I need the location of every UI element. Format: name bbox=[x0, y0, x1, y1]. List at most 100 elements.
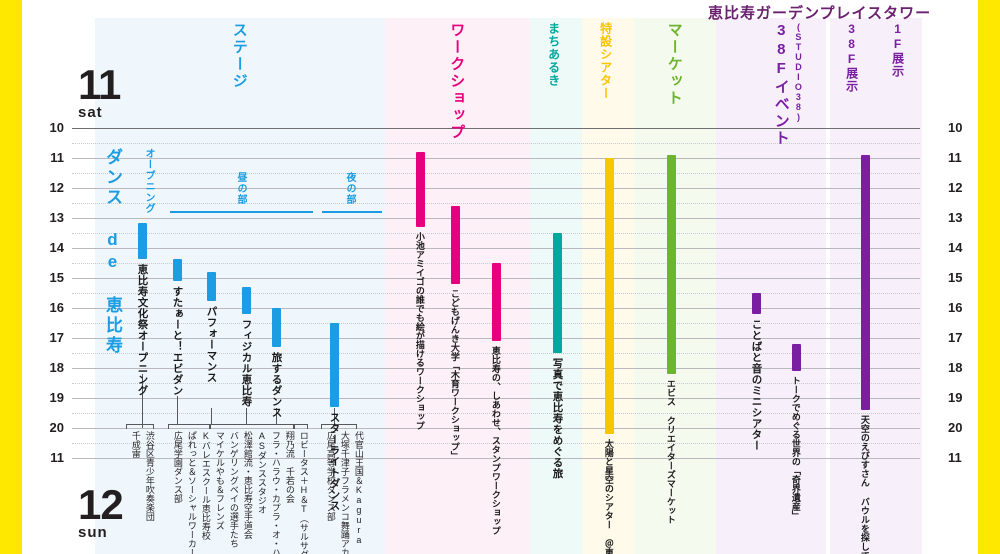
gridline-10.5 bbox=[72, 143, 920, 144]
event-bar[interactable] bbox=[667, 155, 676, 374]
event-bar[interactable] bbox=[492, 263, 501, 341]
performer-bracket-stem bbox=[246, 408, 247, 424]
performer-name: 広尾学園ダンス部 bbox=[172, 431, 183, 503]
performer-bracket bbox=[321, 424, 357, 429]
category-band-exhibit1f bbox=[878, 18, 922, 554]
hour-label-left-12: 12 bbox=[49, 180, 64, 195]
event-label: すたぁーと！エビダン bbox=[171, 286, 184, 396]
gridline-12 bbox=[72, 188, 920, 189]
event-bar[interactable] bbox=[792, 344, 801, 371]
event-label: 恵比寿文化祭オープニング bbox=[136, 263, 149, 396]
hour-label-right-12: 12 bbox=[948, 180, 963, 195]
page-edge-right bbox=[978, 0, 1000, 554]
category-header-workshop: ワークショップ bbox=[448, 22, 466, 141]
performer-name: 大塚千津子フラメンコ舞踊アカデミア bbox=[339, 431, 350, 554]
performer-bracket bbox=[126, 424, 154, 429]
hour-label-left-11: 11 bbox=[50, 150, 64, 165]
performer-bracket bbox=[168, 424, 210, 429]
event-bar[interactable] bbox=[752, 293, 761, 314]
event-bar[interactable] bbox=[330, 323, 339, 407]
performer-bracket bbox=[210, 424, 294, 429]
gridline-19.5 bbox=[72, 413, 920, 414]
day-number-11: 11 bbox=[78, 61, 121, 108]
event-label: 小池アミイゴの誰でも絵が描けるワークショップ bbox=[414, 232, 425, 430]
event-bar[interactable] bbox=[605, 158, 614, 434]
hour-label-left-14: 14 bbox=[49, 240, 64, 255]
day-marker-12: 12 sun bbox=[78, 481, 124, 542]
hour-label-right-11: 11 bbox=[948, 150, 962, 165]
performer-name: 千成雷 bbox=[130, 431, 141, 458]
gridline-18 bbox=[72, 368, 920, 369]
gridline-20 bbox=[72, 428, 920, 429]
event-label: 天空のえびすさん バウルを探して bbox=[859, 415, 870, 554]
hour-label-left-18: 18 bbox=[49, 360, 64, 375]
performer-bracket-stem bbox=[276, 408, 277, 424]
category-header-market: マーケット bbox=[665, 22, 683, 107]
event-label: フィジカル恵比寿 bbox=[240, 319, 253, 407]
category-header-main-event38f: 38Fイベント bbox=[772, 22, 790, 147]
event-bar[interactable] bbox=[272, 308, 281, 347]
performer-name: ぱれっと＆ソーシャルワーカーズ bbox=[186, 431, 197, 554]
day-weekday-12: sun bbox=[78, 524, 108, 542]
gridline-11.5 bbox=[72, 173, 920, 174]
performer-name: 翔乃流 千若の会 bbox=[284, 431, 295, 503]
performer-name: 広尾高等学校ダンス部 bbox=[325, 431, 336, 521]
hour-label-left-20: 20 bbox=[49, 420, 64, 435]
category-band-workshop bbox=[385, 18, 530, 554]
gridline-18.5 bbox=[72, 383, 920, 384]
category-header-exhibit38f: 38F展示 bbox=[844, 22, 859, 93]
day-number-12: 12 bbox=[78, 481, 124, 528]
stage-section-rule-昼の部 bbox=[170, 211, 313, 213]
hour-label-left-15: 15 bbox=[49, 270, 64, 285]
category-header-sub-event38f: (STUDIO38) bbox=[793, 22, 804, 122]
event-bar[interactable] bbox=[553, 233, 562, 353]
event-bar[interactable] bbox=[138, 222, 147, 259]
hour-label-right-19: 19 bbox=[948, 390, 963, 405]
gridline-11 bbox=[72, 158, 920, 159]
category-header-exhibit1f: 1F展示 bbox=[890, 22, 905, 78]
hour-label-left-16: 16 bbox=[49, 300, 64, 315]
hour-label-right-next-11: 11 bbox=[948, 450, 962, 465]
performer-bracket-stem bbox=[334, 408, 335, 424]
category-header-theater: 特設シアター bbox=[598, 22, 613, 100]
category-header-machiaruki: まちあるき bbox=[546, 22, 561, 87]
gridline-13 bbox=[72, 218, 920, 219]
event-label: スターライトダンス bbox=[328, 412, 341, 511]
performer-bracket-stem bbox=[142, 373, 143, 428]
performer-name: フラ・ハラウ・カプラ・オ・ハワイ bbox=[270, 431, 281, 554]
performer-bracket bbox=[294, 424, 308, 429]
performer-bracket-stem bbox=[211, 408, 212, 424]
event-bar[interactable] bbox=[173, 258, 182, 281]
hour-label-right-18: 18 bbox=[948, 360, 963, 375]
gridline-20.5 bbox=[72, 443, 920, 444]
hour-label-right-14: 14 bbox=[948, 240, 963, 255]
category-header-event38f: 38Fイベント (STUDIO38) bbox=[772, 22, 804, 147]
event-label: パフォーマンス bbox=[205, 305, 218, 383]
tower-group-heading: 恵比寿ガーデンプレイスタワー bbox=[708, 5, 932, 22]
event-bar[interactable] bbox=[416, 152, 425, 227]
hour-label-left-13: 13 bbox=[49, 210, 64, 225]
event-bar[interactable] bbox=[207, 272, 216, 301]
day-marker-11: 11 sat bbox=[78, 61, 121, 122]
hour-label-right-10: 10 bbox=[948, 120, 963, 135]
gridline-10 bbox=[72, 128, 920, 129]
event-bar[interactable] bbox=[242, 287, 251, 314]
event-bar[interactable] bbox=[451, 206, 460, 284]
gridline-13.5 bbox=[72, 233, 920, 234]
day-weekday-11: sat bbox=[78, 104, 103, 122]
hour-label-right-13: 13 bbox=[948, 210, 963, 225]
hour-label-left-19: 19 bbox=[49, 390, 64, 405]
event-label: こどもげんき大学「木育ワークショップ」 bbox=[449, 289, 460, 460]
stage-series-title: ダンス de 恵比寿 bbox=[103, 148, 122, 356]
event-label: 恵比寿の、しあわせ、スタンプワークショップ bbox=[490, 346, 501, 535]
hour-label-left-17: 17 bbox=[49, 330, 64, 345]
event-bar[interactable] bbox=[861, 155, 870, 410]
hour-label-left-10: 10 bbox=[49, 120, 64, 135]
event-label: トークでめぐる世界の「奇界遺産」 bbox=[790, 376, 801, 520]
page-edge-left bbox=[0, 0, 22, 554]
hour-label-right-17: 17 bbox=[948, 330, 963, 345]
performer-name: 渋谷区青少年吹奏楽団 bbox=[144, 431, 155, 521]
category-header-stage: ステージ bbox=[230, 22, 248, 90]
category-band-exhibit38f bbox=[830, 18, 878, 554]
